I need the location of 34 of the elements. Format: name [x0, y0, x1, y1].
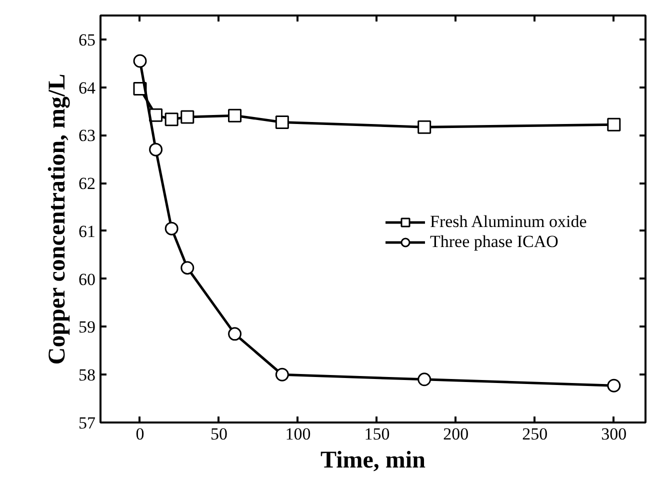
point — [607, 378, 621, 392]
y-tick-label: 60 — [78, 270, 96, 289]
point — [275, 368, 289, 382]
y-tick-label: 62 — [78, 174, 96, 194]
x-tick-label: 200 — [443, 424, 469, 444]
point — [275, 116, 289, 130]
y-tick-label: 57 — [78, 414, 96, 432]
point — [418, 372, 432, 386]
x-tick-label: 50 — [210, 424, 228, 444]
x-tick-label: 250 — [522, 424, 548, 444]
x-tick-label: 150 — [364, 424, 390, 444]
point — [149, 142, 163, 156]
point — [133, 54, 147, 68]
x-tick-label: 100 — [285, 424, 311, 444]
legend-label: Three phase ICAO — [430, 232, 558, 252]
point — [180, 110, 194, 124]
y-tick-label: 64 — [78, 78, 96, 98]
point — [164, 222, 178, 236]
point — [607, 118, 621, 132]
y-tick-label: 63 — [78, 126, 96, 146]
point — [418, 120, 432, 134]
y-tick-label: 65 — [78, 30, 96, 50]
x-tick-label: 0 — [136, 424, 144, 444]
point — [228, 327, 242, 341]
y-tick-label: 61 — [78, 222, 96, 241]
point — [228, 108, 242, 122]
x-axis-title: Time, min — [320, 448, 426, 474]
point — [180, 261, 194, 275]
y-tick-label: 59 — [78, 318, 96, 337]
x-tick-label: 300 — [601, 424, 627, 444]
y-axis-title: Copper concentration, mg/L — [44, 74, 70, 365]
legend-label: Fresh Aluminum oxide — [430, 212, 587, 232]
y-tick-label: 58 — [78, 366, 96, 385]
point — [164, 112, 178, 126]
